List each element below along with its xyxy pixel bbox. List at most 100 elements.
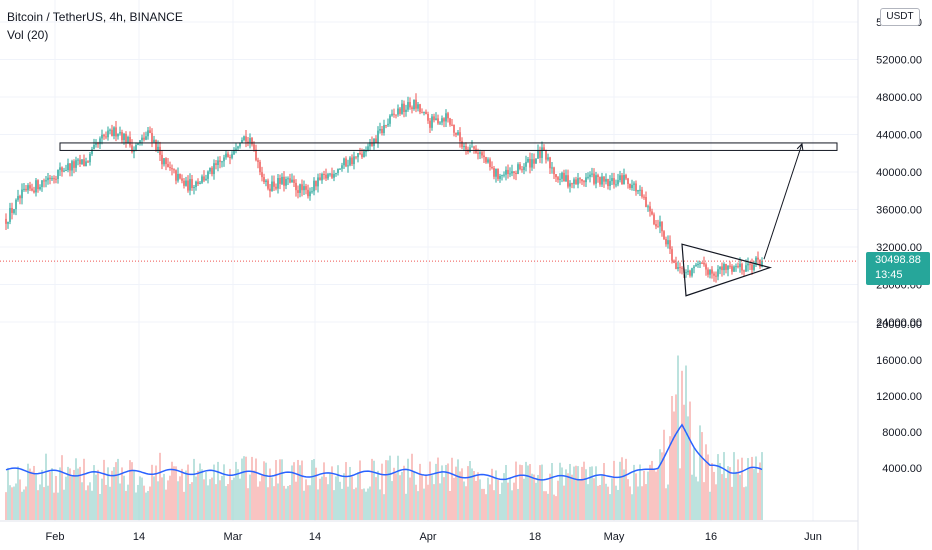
- candle-body: [575, 179, 577, 185]
- candle-body: [213, 163, 215, 175]
- candle-body: [691, 268, 693, 276]
- candle-body: [669, 240, 671, 250]
- candle-body: [317, 177, 319, 187]
- volume-bar: [585, 469, 587, 520]
- candle-body: [289, 178, 291, 183]
- volume-bar: [513, 482, 515, 520]
- volume-bar: [71, 476, 73, 520]
- volume-bar: [469, 461, 471, 520]
- volume-bar: [61, 455, 63, 520]
- volume-bar: [29, 468, 31, 520]
- candle-body: [75, 160, 77, 168]
- candle-body: [279, 178, 281, 184]
- candle-body: [735, 266, 737, 268]
- volume-bar: [717, 454, 719, 520]
- volume-bar: [489, 484, 491, 520]
- candle-body: [721, 266, 723, 271]
- candle-body: [499, 175, 501, 179]
- candle-body: [723, 263, 725, 271]
- volume-bar: [587, 484, 589, 520]
- candle-body: [693, 266, 695, 269]
- volume-bar: [699, 425, 701, 520]
- volume-bar: [5, 492, 7, 520]
- candle-body: [731, 266, 733, 272]
- candle-body: [115, 127, 117, 137]
- candle-body: [175, 170, 177, 181]
- volume-bar: [195, 476, 197, 520]
- volume-bar: [237, 469, 239, 520]
- candle-body: [565, 175, 567, 182]
- volume-bar: [575, 465, 577, 520]
- symbol-title[interactable]: Bitcoin / TetherUS, 4h, BINANCE: [7, 10, 183, 24]
- currency-unit-button[interactable]: USDT: [880, 8, 920, 26]
- candle-body: [517, 164, 519, 174]
- volume-bar: [197, 470, 199, 520]
- candle-body: [27, 185, 29, 191]
- candle-body: [667, 240, 669, 245]
- candle-body: [549, 157, 551, 169]
- volume-bar: [673, 411, 675, 520]
- volume-bar: [749, 468, 751, 520]
- candle-body: [179, 173, 181, 179]
- volume-bar: [111, 470, 113, 520]
- volume-bar: [359, 460, 361, 520]
- volume-bar: [57, 492, 59, 520]
- volume-bar: [31, 471, 33, 520]
- candle-body: [659, 221, 661, 227]
- volume-bar: [85, 490, 87, 520]
- volume-bar: [567, 473, 569, 520]
- candle-body: [387, 123, 389, 126]
- candle-body: [673, 260, 675, 263]
- volume-bar: [733, 452, 735, 520]
- volume-bar: [171, 461, 173, 520]
- volume-bar: [279, 459, 281, 520]
- candle-body: [457, 132, 459, 135]
- candle-body: [31, 188, 33, 191]
- candle-body: [113, 127, 115, 137]
- volume-bar: [123, 475, 125, 520]
- candle-body: [389, 115, 391, 124]
- volume-bar: [149, 486, 151, 520]
- volume-bar: [745, 486, 747, 520]
- volume-bar: [633, 464, 635, 520]
- candle-body: [413, 99, 415, 110]
- candle-body: [107, 130, 109, 138]
- candle-body: [295, 182, 297, 191]
- candle-body: [177, 173, 179, 181]
- volume-bar: [593, 478, 595, 520]
- volume-axis-labels: 4000.00 8000.00 12000.00 16000.00 20000.00: [876, 319, 922, 475]
- volume-indicator-label[interactable]: Vol (20): [7, 28, 49, 42]
- triangle-pattern: [681, 243, 773, 297]
- volume-bar: [233, 477, 235, 520]
- volume-bar: [269, 468, 271, 520]
- candle-body: [503, 174, 505, 176]
- candle-body: [235, 148, 237, 151]
- volume-bar: [315, 467, 317, 520]
- candle-body: [439, 122, 441, 124]
- chart-legend: Bitcoin / TetherUS, 4h, BINANCE Vol (20): [7, 8, 183, 44]
- candle-body: [509, 173, 511, 175]
- volume-bar: [87, 485, 89, 520]
- volume-bar: [385, 460, 387, 520]
- volume-bar: [577, 466, 579, 520]
- volume-bar: [65, 476, 67, 520]
- volume-bar: [505, 464, 507, 520]
- volume-bar: [589, 466, 591, 520]
- volume-bar: [229, 468, 231, 520]
- candle-body: [687, 270, 689, 273]
- candle-body: [231, 154, 233, 158]
- volume-bar: [399, 475, 401, 520]
- candle-body: [273, 181, 275, 187]
- candle-body: [729, 265, 731, 267]
- candle-body: [85, 161, 87, 166]
- candle-body: [341, 165, 343, 169]
- candle-body: [445, 113, 447, 122]
- candle-body: [347, 165, 349, 167]
- candle-body: [571, 183, 573, 185]
- volume-bar: [273, 486, 275, 520]
- drawing-annotations: [59, 142, 838, 297]
- volume-bar: [515, 461, 517, 520]
- volume-bar: [319, 478, 321, 520]
- candle-body: [219, 160, 221, 162]
